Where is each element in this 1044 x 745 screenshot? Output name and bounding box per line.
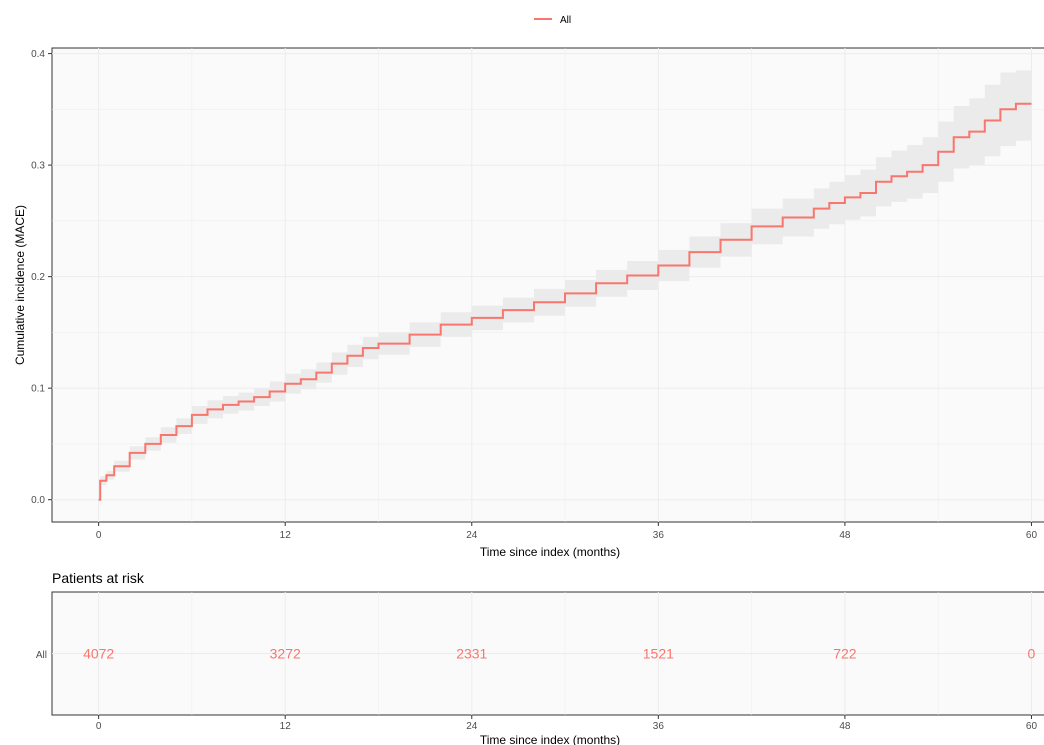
risk-x-tick-label: 0 [96, 721, 102, 732]
risk-value: 4072 [83, 646, 114, 662]
risk-x-tick-label: 60 [1026, 721, 1038, 732]
confidence-band [98, 70, 1032, 500]
risk-x-tick-label: 12 [280, 721, 292, 732]
risk-value: 2331 [456, 646, 487, 662]
main-plot: 0.0 0.1 0.2 0.3 0.4 0 12 24 36 48 60 Time since i… [13, 47, 1044, 559]
x-axis-title: Time since index (months) [480, 545, 620, 559]
x-tick-label: 48 [839, 530, 851, 541]
y-tick-label: 0.3 [31, 161, 45, 172]
x-tick-label: 60 [1026, 530, 1038, 541]
series-line-all [98, 102, 1032, 501]
risk-x-tick-label: 48 [839, 721, 851, 732]
risk-table-title: Patients at risk [52, 570, 145, 586]
legend-label-all: All [560, 15, 571, 26]
y-tick-label: 0.4 [31, 49, 45, 60]
risk-x-axis-ticks: 0 12 24 36 48 60 [96, 715, 1038, 732]
risk-table-gridlines [52, 592, 1044, 715]
risk-x-axis-title: Time since index (months) [480, 733, 620, 745]
risk-row-label-all: All [36, 650, 47, 661]
legend: All [534, 15, 571, 26]
risk-x-tick-label: 36 [653, 721, 665, 732]
risk-value: 1521 [643, 646, 674, 662]
risk-table: Patients at risk All 4072 3272 2331 1521 722… [36, 570, 1044, 745]
risk-x-tick-label: 24 [466, 721, 478, 732]
x-tick-label: 0 [96, 530, 102, 541]
x-tick-label: 12 [280, 530, 292, 541]
y-tick-label: 0.1 [31, 384, 45, 395]
x-tick-label: 36 [653, 530, 665, 541]
y-tick-label: 0.0 [31, 495, 45, 506]
y-tick-label: 0.2 [31, 272, 45, 283]
main-plot-panel [51, 47, 1044, 523]
risk-value: 3272 [270, 646, 301, 662]
risk-values: 4072 3272 2331 1521 722 0 [83, 646, 1035, 662]
y-axis-title: Cumulative incidence (MACE) [13, 205, 27, 365]
x-tick-label: 24 [466, 530, 478, 541]
risk-value: 722 [833, 646, 857, 662]
y-axis-ticks: 0.0 0.1 0.2 0.3 0.4 [31, 49, 52, 506]
risk-value: 0 [1028, 646, 1036, 662]
x-axis-ticks: 0 12 24 36 48 60 [96, 522, 1038, 541]
